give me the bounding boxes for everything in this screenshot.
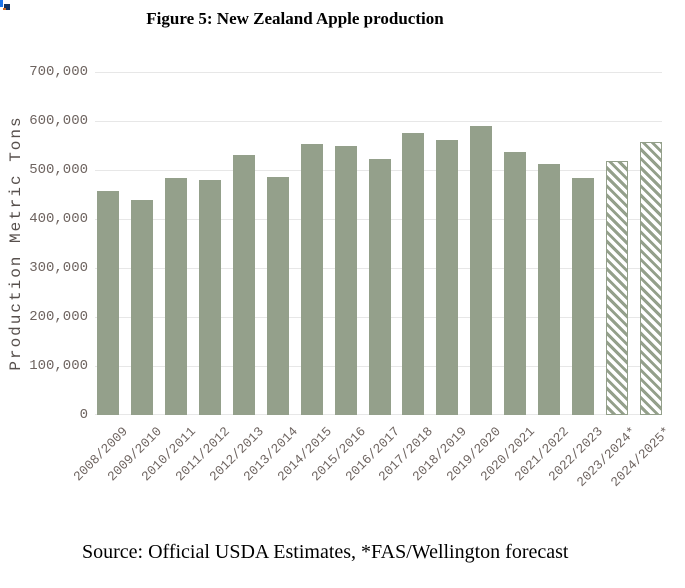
y-tick-label: 100,000 [29, 358, 88, 374]
y-tick-label: 200,000 [29, 309, 88, 325]
y-tick-label: 0 [79, 407, 88, 423]
bar-2018-2019 [436, 140, 458, 415]
bar-2022-2023 [572, 178, 594, 415]
bar-2012-2013 [233, 155, 255, 415]
corner-artifact-blue-icon [0, 0, 3, 7]
bar-2010-2011 [165, 178, 187, 415]
y-tick-label: 300,000 [29, 260, 88, 276]
plot-area [95, 72, 662, 415]
y-axis-title: Production Metric Tons [7, 115, 25, 371]
corner-artifact-orange-icon [3, 8, 6, 10]
bar-2014-2015 [301, 144, 323, 415]
y-tick-label: 500,000 [29, 162, 88, 178]
bar-2009-2010 [131, 200, 153, 415]
y-tick-label: 400,000 [29, 211, 88, 227]
source-note: Source: Official USDA Estimates, *FAS/We… [82, 541, 569, 563]
bar-2011-2012 [199, 180, 221, 415]
bar-2016-2017 [369, 159, 391, 415]
bar-2019-2020 [470, 126, 492, 415]
bar-2020-2021 [504, 152, 526, 415]
bar-2023-2024- [606, 161, 628, 415]
bar-2008-2009 [97, 191, 119, 415]
gridline-700000 [95, 72, 662, 73]
y-tick-label: 700,000 [29, 64, 88, 80]
chart-title: Figure 5: New Zealand Apple production [146, 9, 444, 28]
gridline-600000 [95, 121, 662, 122]
bar-2015-2016 [335, 146, 357, 415]
bar-2017-2018 [402, 133, 424, 415]
bar-2013-2014 [267, 177, 289, 415]
y-tick-label: 600,000 [29, 113, 88, 129]
corner-artifact-navy-icon [4, 4, 10, 10]
bar-2021-2022 [538, 164, 560, 415]
bar-2024-2025- [640, 142, 662, 415]
